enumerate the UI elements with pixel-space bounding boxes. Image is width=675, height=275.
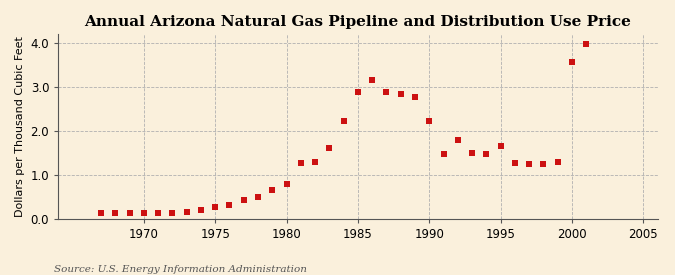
Point	[267, 188, 277, 192]
Point	[538, 162, 549, 166]
Point	[381, 90, 392, 95]
Point	[452, 138, 463, 142]
Point	[338, 119, 349, 123]
Point	[566, 59, 577, 64]
Point	[438, 152, 449, 156]
Point	[396, 92, 406, 97]
Point	[238, 198, 249, 202]
Point	[96, 211, 107, 215]
Point	[324, 145, 335, 150]
Point	[481, 152, 492, 156]
Title: Annual Arizona Natural Gas Pipeline and Distribution Use Price: Annual Arizona Natural Gas Pipeline and …	[84, 15, 631, 29]
Point	[196, 208, 207, 213]
Y-axis label: Dollars per Thousand Cubic Feet: Dollars per Thousand Cubic Feet	[15, 36, 25, 217]
Point	[510, 161, 520, 165]
Point	[182, 210, 192, 214]
Point	[210, 205, 221, 209]
Point	[138, 210, 149, 215]
Point	[153, 210, 163, 215]
Point	[281, 182, 292, 187]
Point	[310, 160, 321, 164]
Point	[424, 119, 435, 123]
Point	[466, 151, 477, 155]
Point	[224, 202, 235, 207]
Point	[124, 210, 135, 215]
Point	[352, 90, 363, 95]
Text: Source: U.S. Energy Information Administration: Source: U.S. Energy Information Administ…	[54, 265, 307, 274]
Point	[296, 160, 306, 165]
Point	[524, 162, 535, 166]
Point	[252, 195, 263, 199]
Point	[552, 160, 563, 164]
Point	[367, 78, 377, 82]
Point	[495, 144, 506, 148]
Point	[410, 95, 421, 99]
Point	[167, 210, 178, 215]
Point	[110, 210, 121, 215]
Point	[581, 42, 592, 47]
